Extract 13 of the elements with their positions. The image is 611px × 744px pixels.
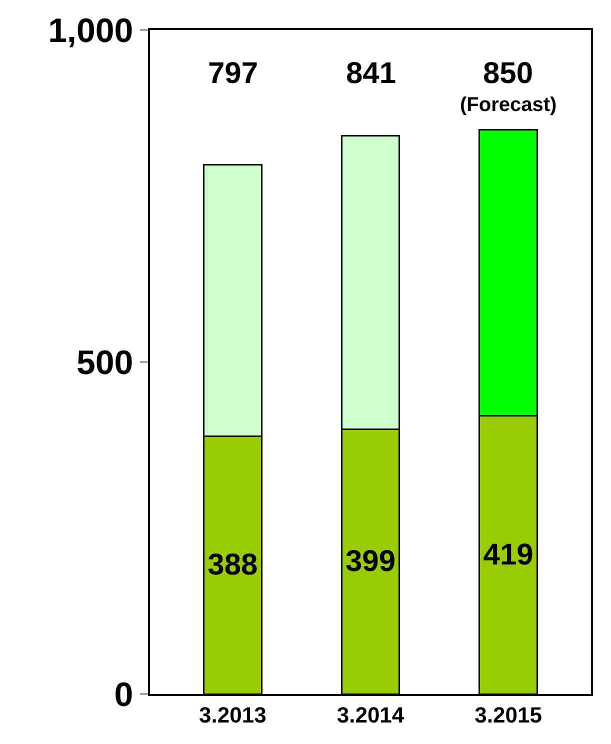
y-tick-label: 500	[76, 344, 134, 382]
data-label: 388	[208, 548, 258, 582]
total-label: 850	[483, 57, 534, 90]
total-label: 841	[346, 57, 396, 90]
total-label: 797	[208, 57, 258, 90]
data-label: 399	[345, 545, 396, 578]
y-tick-label: 0	[114, 676, 134, 714]
x-tick-label: 3.2015	[474, 702, 542, 728]
y-tick-label: 1,000	[48, 12, 134, 50]
x-tick-label: 3.2013	[199, 702, 266, 728]
annotation: (Forecast)	[460, 94, 557, 116]
x-tick-label: 3.2014	[336, 702, 405, 728]
data-label: 419	[483, 538, 534, 572]
